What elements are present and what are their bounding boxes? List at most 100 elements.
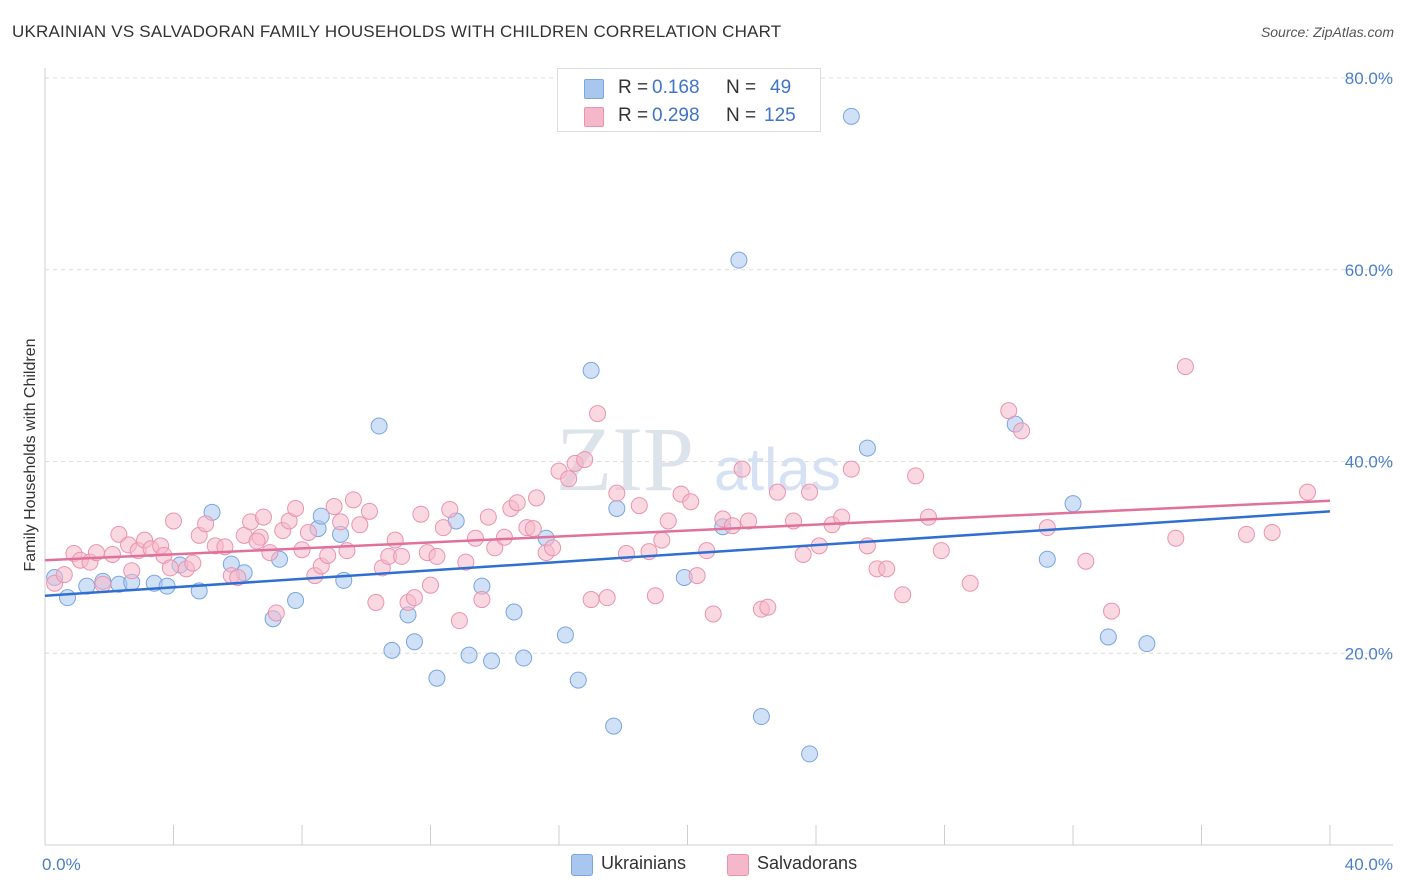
salvadorans-point xyxy=(1103,602,1121,620)
tick-labels: 20.0% 40.0% 60.0% 80.0% 0.0% 40.0% xyxy=(42,69,1393,874)
axes xyxy=(44,68,1393,846)
salvadorans-point xyxy=(560,470,578,488)
ukrainians-point xyxy=(858,439,876,457)
salvadorans-point xyxy=(589,405,607,423)
n-label: N = xyxy=(726,105,757,126)
salvadorans-point xyxy=(319,546,337,564)
ukrainians-point xyxy=(370,417,388,435)
salvadorans-point xyxy=(1237,525,1255,543)
salvadorans-point xyxy=(508,494,526,512)
salvadorans-point xyxy=(1263,523,1281,541)
salvadorans-point xyxy=(405,589,423,607)
ukrainians-legend-swatch xyxy=(571,854,593,876)
salvadorans-point xyxy=(794,545,812,563)
salvadorans-point xyxy=(723,517,741,535)
salvadorans-point xyxy=(197,515,215,533)
ukrainians-point xyxy=(287,592,305,610)
salvadorans-point xyxy=(344,491,362,509)
salvadorans-point xyxy=(598,589,616,607)
salvadorans-point xyxy=(544,539,562,557)
ukrainians-swatch xyxy=(584,79,604,99)
salvadorans-point xyxy=(733,460,751,478)
salvadorans-point xyxy=(165,512,182,530)
salvadorans-point xyxy=(842,460,860,478)
salvadorans-point xyxy=(528,489,546,507)
x-tick-label: 0.0% xyxy=(42,855,81,874)
r-label: R = xyxy=(618,77,649,98)
salvadorans-point xyxy=(524,520,542,538)
salvadorans-point xyxy=(1077,552,1095,570)
salvadorans-legend-swatch xyxy=(727,854,749,876)
salvadorans-point xyxy=(646,587,664,605)
x-tick-label: 40.0% xyxy=(1345,855,1393,874)
y-tick-label: 80.0% xyxy=(1345,69,1393,88)
salvadorans-point xyxy=(466,529,484,547)
trend-lines xyxy=(44,499,1331,597)
salvadorans-point xyxy=(351,516,369,534)
y-tick-label: 40.0% xyxy=(1345,453,1393,472)
salvadorans-point xyxy=(412,505,430,523)
salvadorans-trend-line xyxy=(44,499,1331,562)
y-axis-label: Family Households with Children xyxy=(22,339,39,572)
ukrainians-point xyxy=(1099,628,1117,646)
ukrainians-point xyxy=(383,641,401,659)
salvadorans-point xyxy=(479,508,497,526)
ukrainians-point xyxy=(515,649,533,667)
ukrainians-point xyxy=(483,652,501,670)
ukrainians-trend-line xyxy=(44,510,1331,597)
salvadorans-point xyxy=(682,493,700,511)
ukrainians-point xyxy=(428,669,446,687)
ukrainians-point xyxy=(582,361,600,379)
ukrainians-point xyxy=(608,499,626,517)
salvadorans-point xyxy=(1000,402,1018,420)
salvadorans-point xyxy=(386,531,404,549)
salvadorans-point xyxy=(393,547,411,565)
ukrainians-point xyxy=(1138,635,1156,653)
salvadorans-point xyxy=(332,513,350,531)
salvadorans-point xyxy=(261,544,279,562)
ukrainians-point xyxy=(730,251,748,269)
y-tick-label: 60.0% xyxy=(1345,261,1393,280)
ukrainians-point xyxy=(801,745,819,763)
y-tick-label: 20.0% xyxy=(1345,644,1393,663)
salvadorans-point xyxy=(103,545,121,563)
salvadorans-point xyxy=(1013,422,1031,440)
chart-title: UKRAINIAN VS SALVADORAN FAMILY HOUSEHOLD… xyxy=(12,22,782,41)
salvadorans-point xyxy=(932,542,950,560)
salvadorans-point xyxy=(894,586,912,604)
salvadorans-point xyxy=(428,547,446,565)
salvadorans-point xyxy=(123,562,141,580)
salvadorans-point xyxy=(450,612,468,630)
salvadorans-point xyxy=(422,576,439,594)
salvadorans-point xyxy=(907,467,925,485)
salvadorans-point xyxy=(457,553,475,571)
salvadorans-point xyxy=(1176,358,1194,376)
salvadorans-point xyxy=(688,567,706,585)
salvadorans-point xyxy=(704,605,722,623)
salvadorans-point xyxy=(582,591,600,609)
salvadorans-point xyxy=(1299,483,1317,501)
salvadorans-point xyxy=(1167,529,1185,547)
salvadorans-point xyxy=(184,554,202,572)
salvadorans-point xyxy=(608,484,626,502)
salvadorans-point xyxy=(473,591,491,609)
salvadorans-point xyxy=(110,525,128,543)
ukrainians-point xyxy=(1038,550,1056,568)
ukrainians-point xyxy=(842,107,860,125)
r-label: R = xyxy=(618,105,649,126)
salvadorans-point xyxy=(759,598,777,616)
salvadorans-point xyxy=(630,497,648,515)
legend-label-salvadorans: Salvadorans xyxy=(757,853,858,873)
salvadorans-point xyxy=(878,560,896,578)
salvadorans-point xyxy=(367,593,385,611)
salvadorans-point xyxy=(801,483,819,501)
salvadorans-point xyxy=(659,512,677,530)
n-value: 125 xyxy=(764,105,796,126)
stats-row-salvadorans: R = 0.298 N = 125 xyxy=(558,101,820,129)
stats-row-ukrainians: R = 0.168 N = 49 xyxy=(558,73,820,101)
salvadorans-point xyxy=(287,499,305,517)
salvadorans-point xyxy=(229,569,247,587)
legend: Ukrainians Salvadorans xyxy=(0,852,1406,878)
r-value: 0.168 xyxy=(652,77,700,98)
